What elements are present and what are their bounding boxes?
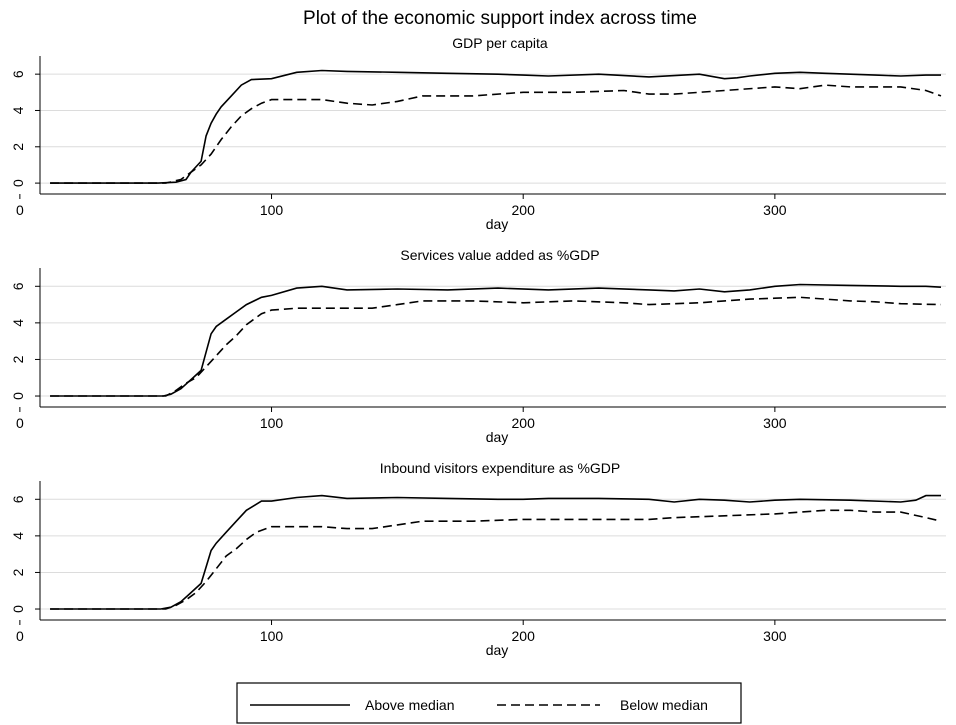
series-line-below-median xyxy=(50,509,942,610)
y-tick-label: 2 xyxy=(10,143,26,151)
y-tick-label: 2 xyxy=(10,568,26,576)
x-tick-label: 300 xyxy=(763,628,787,644)
x-tick-label: 200 xyxy=(512,202,536,218)
x-tick-label: 0 xyxy=(16,415,24,431)
x-tick-label: 100 xyxy=(260,415,284,431)
panel-3: Inbound visitors expenditure as %GDP 0 2 4 6… xyxy=(10,460,946,658)
x-tick-label: 300 xyxy=(763,202,787,218)
legend-label-above-median: Above median xyxy=(365,697,455,713)
x-tick-label: 200 xyxy=(512,628,536,644)
panel-1: GDP per capita 0 2 4 6 0 100 200 300 day xyxy=(10,35,946,232)
y-tick-label: 2 xyxy=(10,355,26,363)
x-tick-label: 200 xyxy=(512,415,536,431)
y-tick-label: 6 xyxy=(10,70,26,78)
series-line-below-median xyxy=(50,296,942,397)
x-tick-label: 0 xyxy=(16,628,24,644)
legend: Above median Below median xyxy=(236,682,742,724)
panel-2: Services value added as %GDP 0 2 4 6 0 100 200 3… xyxy=(10,247,946,445)
y-tick-label: 6 xyxy=(10,282,26,290)
y-tick-label: 0 xyxy=(10,605,26,613)
legend-box xyxy=(236,682,742,724)
x-tick-label: 100 xyxy=(260,202,284,218)
x-tick-label: 0 xyxy=(16,202,24,218)
x-tick-label: 300 xyxy=(763,415,787,431)
panel-title: Services value added as %GDP xyxy=(400,247,599,263)
series-line-above-median xyxy=(50,69,941,184)
figure-title: Plot of the economic support index acros… xyxy=(303,8,697,29)
y-tick-label: 0 xyxy=(10,179,26,187)
panel-title: Inbound visitors expenditure as %GDP xyxy=(380,460,620,476)
x-axis-label: day xyxy=(486,216,509,232)
y-tick-label: 4 xyxy=(10,532,26,540)
x-axis-label: day xyxy=(486,642,509,658)
series-line-above-median xyxy=(50,494,941,610)
y-tick-label: 0 xyxy=(10,392,26,400)
y-tick-label: 6 xyxy=(10,495,26,503)
panel-title: GDP per capita xyxy=(452,35,548,51)
x-tick-label: 100 xyxy=(260,628,284,644)
series-line-below-median xyxy=(50,84,942,184)
y-tick-label: 4 xyxy=(10,106,26,114)
y-tick-label: 4 xyxy=(10,319,26,327)
x-axis-label: day xyxy=(486,429,509,445)
legend-label-below-median: Below median xyxy=(620,697,708,713)
series-line-above-median xyxy=(50,283,942,397)
